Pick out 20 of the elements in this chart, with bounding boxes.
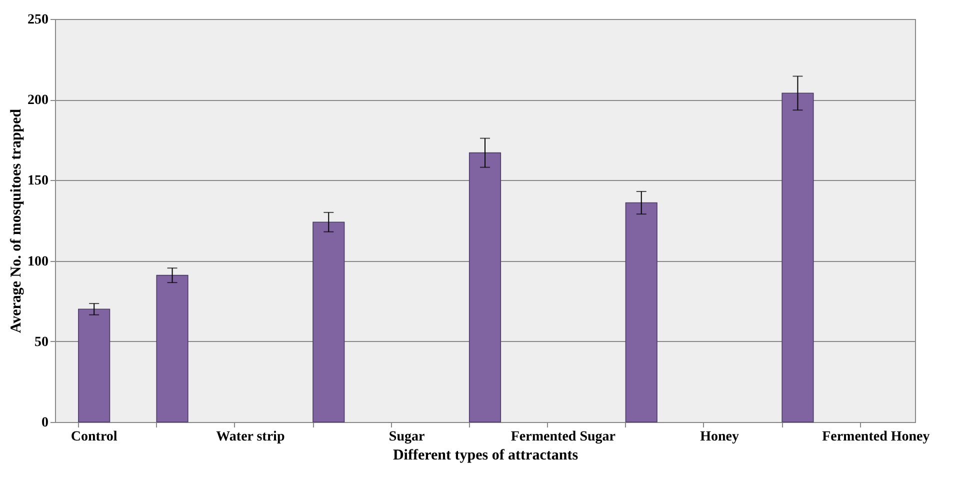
- y-tick-label: 150: [28, 174, 48, 189]
- x-tick-label: Water strip: [216, 430, 285, 444]
- x-axis-title: Different types of attractants: [392, 448, 578, 464]
- bar: [782, 92, 814, 422]
- y-tick-label: 0: [42, 416, 48, 430]
- y-tick-label: 200: [28, 93, 48, 108]
- bar: [625, 202, 658, 422]
- x-tick-label: Control: [70, 430, 118, 444]
- x-tick-label: Sugar: [388, 430, 425, 444]
- y-tick-label: 250: [28, 12, 48, 28]
- x-tick-label: Fermented Honey: [822, 430, 930, 444]
- y-tick-label: 50: [34, 334, 48, 350]
- bar: [78, 308, 110, 422]
- y-tick-label: 100: [28, 254, 48, 270]
- bar: [156, 274, 188, 422]
- x-tick-label: Fermented Sugar: [510, 430, 616, 444]
- bar: [312, 222, 345, 422]
- bar: [468, 152, 502, 422]
- x-tick-label: Honey: [700, 430, 739, 444]
- y-axis-title: Average No. of mosquitoes trapped: [8, 108, 24, 334]
